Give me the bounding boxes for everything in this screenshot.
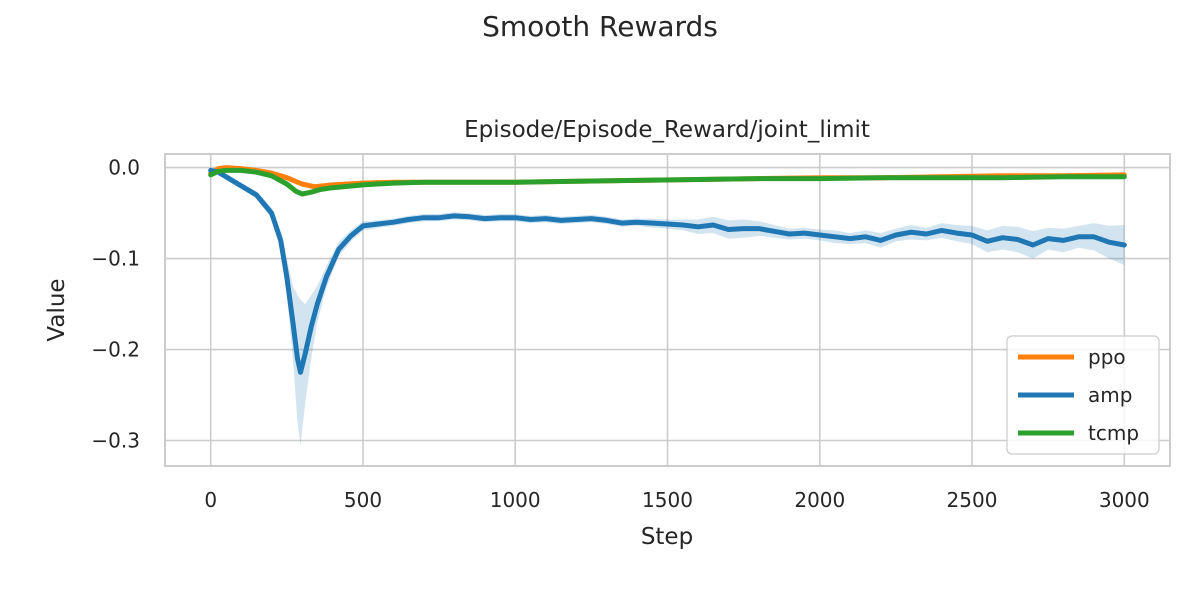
y-tick-labels: 0.0 −0.1 −0.2 −0.3 — [91, 156, 140, 453]
chart-title: Episode/Episode_Reward/joint_limit — [464, 117, 870, 143]
confidence-bands — [210, 169, 1125, 446]
legend-box — [1006, 335, 1160, 455]
x-tick-label: 1000 — [490, 488, 541, 512]
amp-legend-label: amp — [1088, 383, 1132, 407]
figure-suptitle: Smooth Rewards — [482, 10, 718, 43]
tcmp-line — [208, 167, 1127, 197]
y-axis-label: Value — [44, 278, 70, 341]
plot-frame — [164, 153, 1171, 467]
x-tick-label: 3000 — [1099, 488, 1150, 512]
tcmp-legend-label: tcmp — [1088, 421, 1139, 445]
x-tick-label: 2000 — [794, 488, 845, 512]
y-tick-label: 0.0 — [108, 156, 140, 180]
x-tick-label: 1500 — [642, 488, 693, 512]
x-tick-label: 0 — [204, 488, 217, 512]
x-tick-label: 500 — [344, 488, 382, 512]
x-tick-label: 2500 — [947, 488, 998, 512]
x-tick-labels: 0 500 1000 1500 2000 2500 3000 — [204, 488, 1149, 512]
amp-line — [208, 167, 1127, 375]
x-axis-label: Step — [641, 524, 693, 550]
y-tick-label: −0.3 — [91, 429, 140, 453]
amp-band — [210, 169, 1125, 446]
series-lines — [208, 165, 1127, 375]
ppo-legend-label: ppo — [1088, 345, 1126, 369]
y-tick-label: −0.2 — [91, 338, 140, 362]
y-tick-label: −0.1 — [91, 247, 140, 271]
legend: ppo amp tcmp — [1006, 335, 1160, 455]
grid-lines — [165, 154, 1170, 466]
